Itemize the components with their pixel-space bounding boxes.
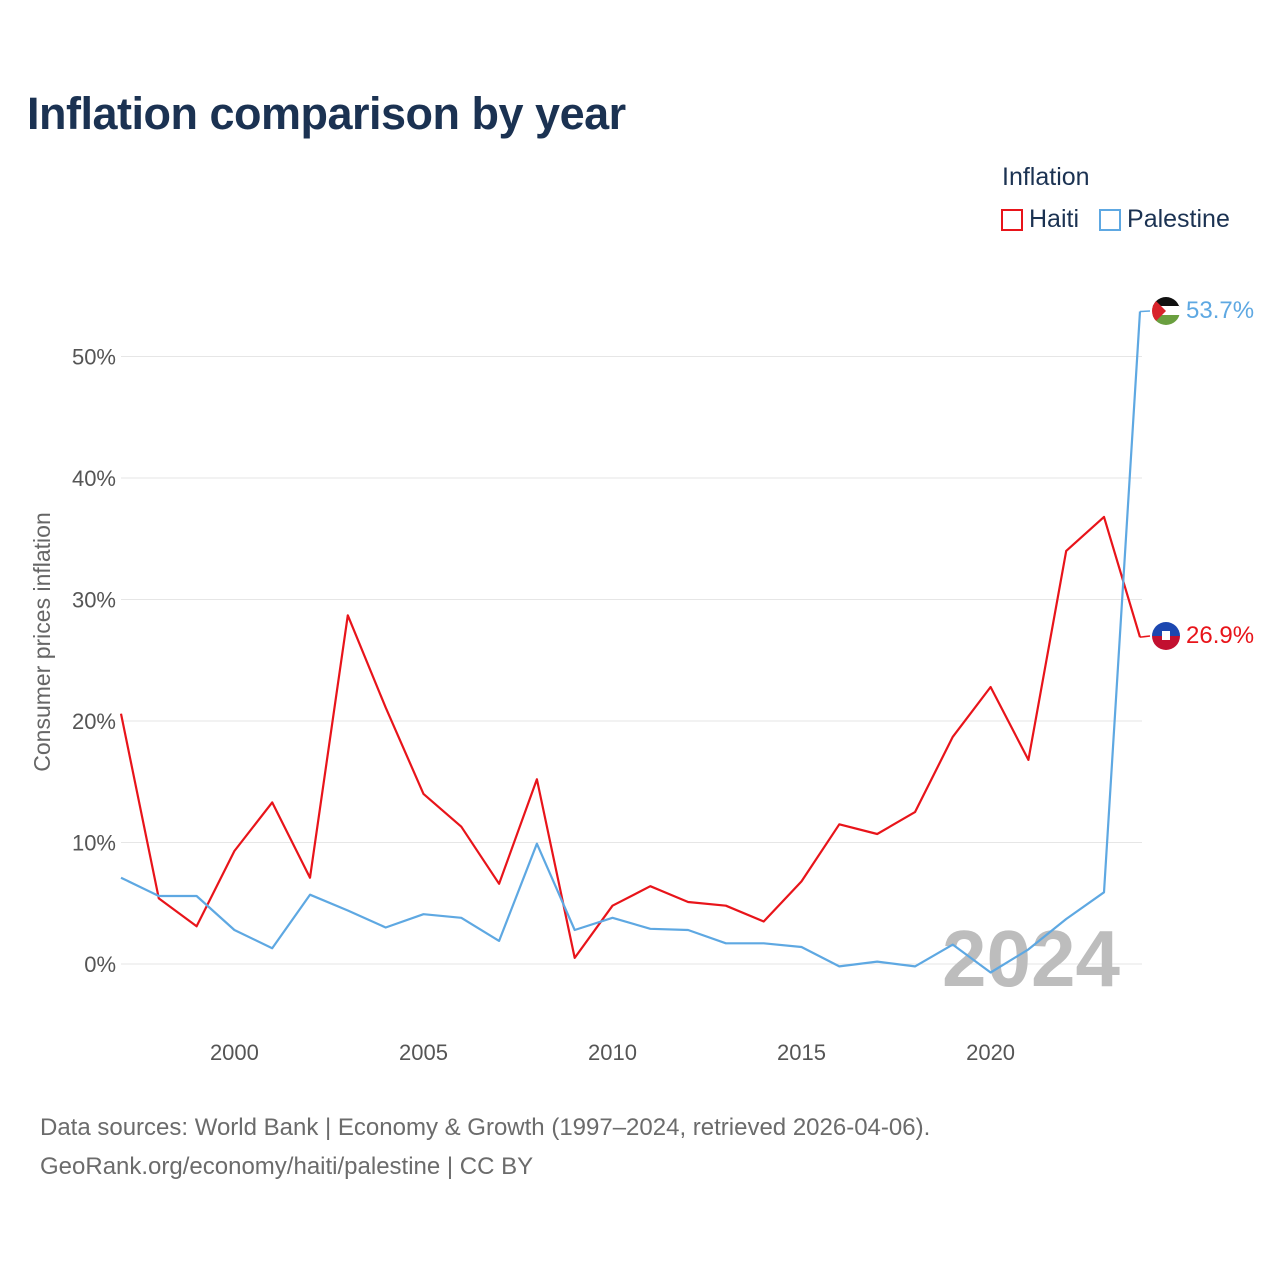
y-tick-label-40: 40% bbox=[72, 466, 116, 491]
flag-palestine-icon bbox=[1152, 297, 1180, 325]
source-line-1: Data sources: World Bank | Economy & Gro… bbox=[40, 1114, 931, 1141]
end-connector-haiti bbox=[1139, 635, 1151, 638]
legend-swatch-haiti bbox=[1001, 208, 1023, 231]
y-tick-label-50: 50% bbox=[72, 345, 116, 370]
legend-title: Inflation bbox=[1002, 163, 1090, 191]
series-line-haiti bbox=[119, 515, 1142, 959]
x-tick-label-2020: 2020 bbox=[966, 1040, 1015, 1065]
end-label-haiti: 26.9% bbox=[1186, 622, 1254, 649]
legend: Haiti Palestine bbox=[1001, 205, 1230, 234]
y-axis-label: Consumer prices inflation bbox=[29, 512, 55, 772]
x-tick-label-2000: 2000 bbox=[210, 1040, 259, 1065]
x-tick-label-2015: 2015 bbox=[777, 1040, 826, 1065]
legend-item-haiti[interactable]: Haiti bbox=[1001, 205, 1079, 234]
x-axis-ticks: 2000 2005 2010 2015 2020 bbox=[210, 1040, 1015, 1065]
gridlines bbox=[121, 356, 1142, 965]
end-label-palestine: 53.7% bbox=[1186, 297, 1254, 324]
source-note: Data sources: World Bank | Economy & Gro… bbox=[40, 1108, 930, 1186]
series-lines bbox=[119, 310, 1151, 974]
legend-swatch-palestine bbox=[1099, 208, 1122, 231]
y-tick-label-30: 30% bbox=[72, 588, 116, 613]
legend-label-haiti: Haiti bbox=[1029, 205, 1080, 233]
x-tick-label-2005: 2005 bbox=[399, 1040, 448, 1065]
legend-label-palestine: Palestine bbox=[1127, 205, 1230, 233]
y-tick-label-0: 0% bbox=[84, 952, 116, 977]
end-connector-palestine bbox=[1139, 310, 1151, 313]
chart-title: Inflation comparison by year bbox=[27, 88, 626, 139]
year-watermark: 2024 bbox=[942, 914, 1120, 1003]
legend-item-palestine[interactable]: Palestine bbox=[1099, 205, 1230, 234]
y-axis-ticks: 0% 10% 20% 30% 40% 50% bbox=[72, 345, 116, 978]
y-tick-label-20: 20% bbox=[72, 709, 116, 734]
y-tick-label-10: 10% bbox=[72, 831, 116, 856]
series-line-palestine bbox=[120, 311, 1142, 974]
x-tick-label-2010: 2010 bbox=[588, 1040, 637, 1065]
source-line-2[interactable]: GeoRank.org/economy/haiti/palestine | CC… bbox=[40, 1153, 534, 1180]
flag-haiti-icon bbox=[1152, 622, 1180, 650]
